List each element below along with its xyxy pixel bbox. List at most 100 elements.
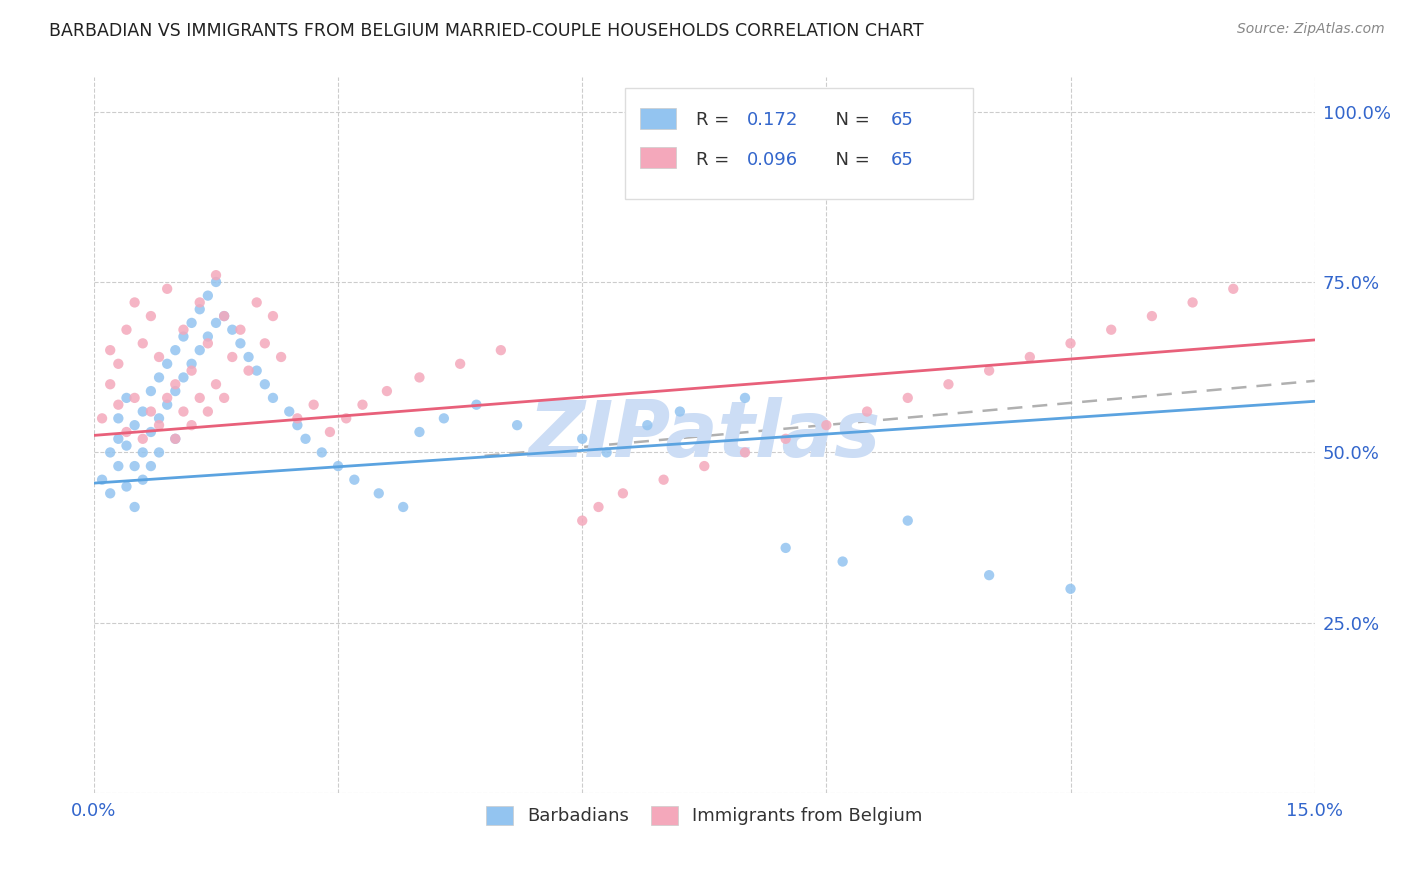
Point [815,418,838,433]
Point [595,445,617,459]
Point [124,459,146,474]
Point [139,404,162,418]
Point [115,425,138,439]
Point [172,404,194,418]
Point [669,404,692,418]
Point [156,391,179,405]
Point [98,377,121,392]
Point [124,418,146,433]
Point [246,363,269,377]
Point [229,323,252,337]
Point [205,377,228,392]
Point [107,357,129,371]
Point [612,486,634,500]
Legend: Barbadians, Immigrants from Belgium: Barbadians, Immigrants from Belgium [477,797,932,834]
Point [132,432,155,446]
Text: BARBADIAN VS IMMIGRANTS FROM BELGIUM MARRIED-COUPLE HOUSEHOLDS CORRELATION CHART: BARBADIAN VS IMMIGRANTS FROM BELGIUM MAR… [49,22,924,40]
Point [311,445,333,459]
Point [139,425,162,439]
Point [652,473,675,487]
Text: R =: R = [696,151,735,169]
Point [375,384,398,398]
Point [1222,282,1244,296]
Point [98,343,121,358]
Point [352,398,374,412]
Point [246,295,269,310]
Point [1059,336,1081,351]
Text: 65: 65 [891,112,914,129]
Point [229,336,252,351]
Point [98,445,121,459]
Point [132,336,155,351]
Point [775,432,797,446]
FancyBboxPatch shape [624,88,973,199]
Point [571,514,593,528]
Text: R =: R = [696,112,735,129]
Point [571,432,593,446]
Point [205,316,228,330]
Point [132,445,155,459]
Point [831,555,853,569]
Point [221,323,243,337]
Point [197,329,219,343]
Point [408,370,430,384]
Point [287,411,309,425]
Point [197,404,219,418]
Point [1140,309,1163,323]
Point [212,309,235,323]
Point [139,309,162,323]
Point [172,370,194,384]
Point [132,404,155,418]
Point [165,384,187,398]
Point [124,500,146,514]
Point [188,391,211,405]
Point [979,363,1001,377]
Point [188,295,211,310]
Point [319,425,342,439]
Point [734,391,756,405]
Point [294,432,316,446]
Point [91,411,114,425]
Point [188,343,211,358]
Point [408,425,430,439]
Point [188,302,211,317]
Point [238,350,260,364]
Point [734,445,756,459]
Point [588,500,610,514]
Point [392,500,415,514]
Point [302,398,325,412]
Point [165,377,187,392]
Point [115,439,138,453]
Point [180,418,202,433]
Point [156,398,179,412]
Point [262,309,284,323]
Point [449,357,471,371]
Point [238,363,260,377]
FancyBboxPatch shape [640,147,676,169]
Point [172,329,194,343]
Point [465,398,488,412]
Point [205,275,228,289]
FancyBboxPatch shape [640,108,676,129]
Text: N =: N = [824,151,876,169]
Point [1018,350,1040,364]
Point [180,357,202,371]
Point [107,432,129,446]
Point [148,445,170,459]
Text: 0.172: 0.172 [747,112,799,129]
Point [335,411,357,425]
Point [221,350,243,364]
Point [489,343,512,358]
Point [107,411,129,425]
Point [205,268,228,282]
Point [433,411,456,425]
Point [506,418,529,433]
Point [278,404,301,418]
Point [343,473,366,487]
Point [165,432,187,446]
Point [693,459,716,474]
Point [979,568,1001,582]
Point [180,363,202,377]
Point [115,323,138,337]
Point [165,432,187,446]
